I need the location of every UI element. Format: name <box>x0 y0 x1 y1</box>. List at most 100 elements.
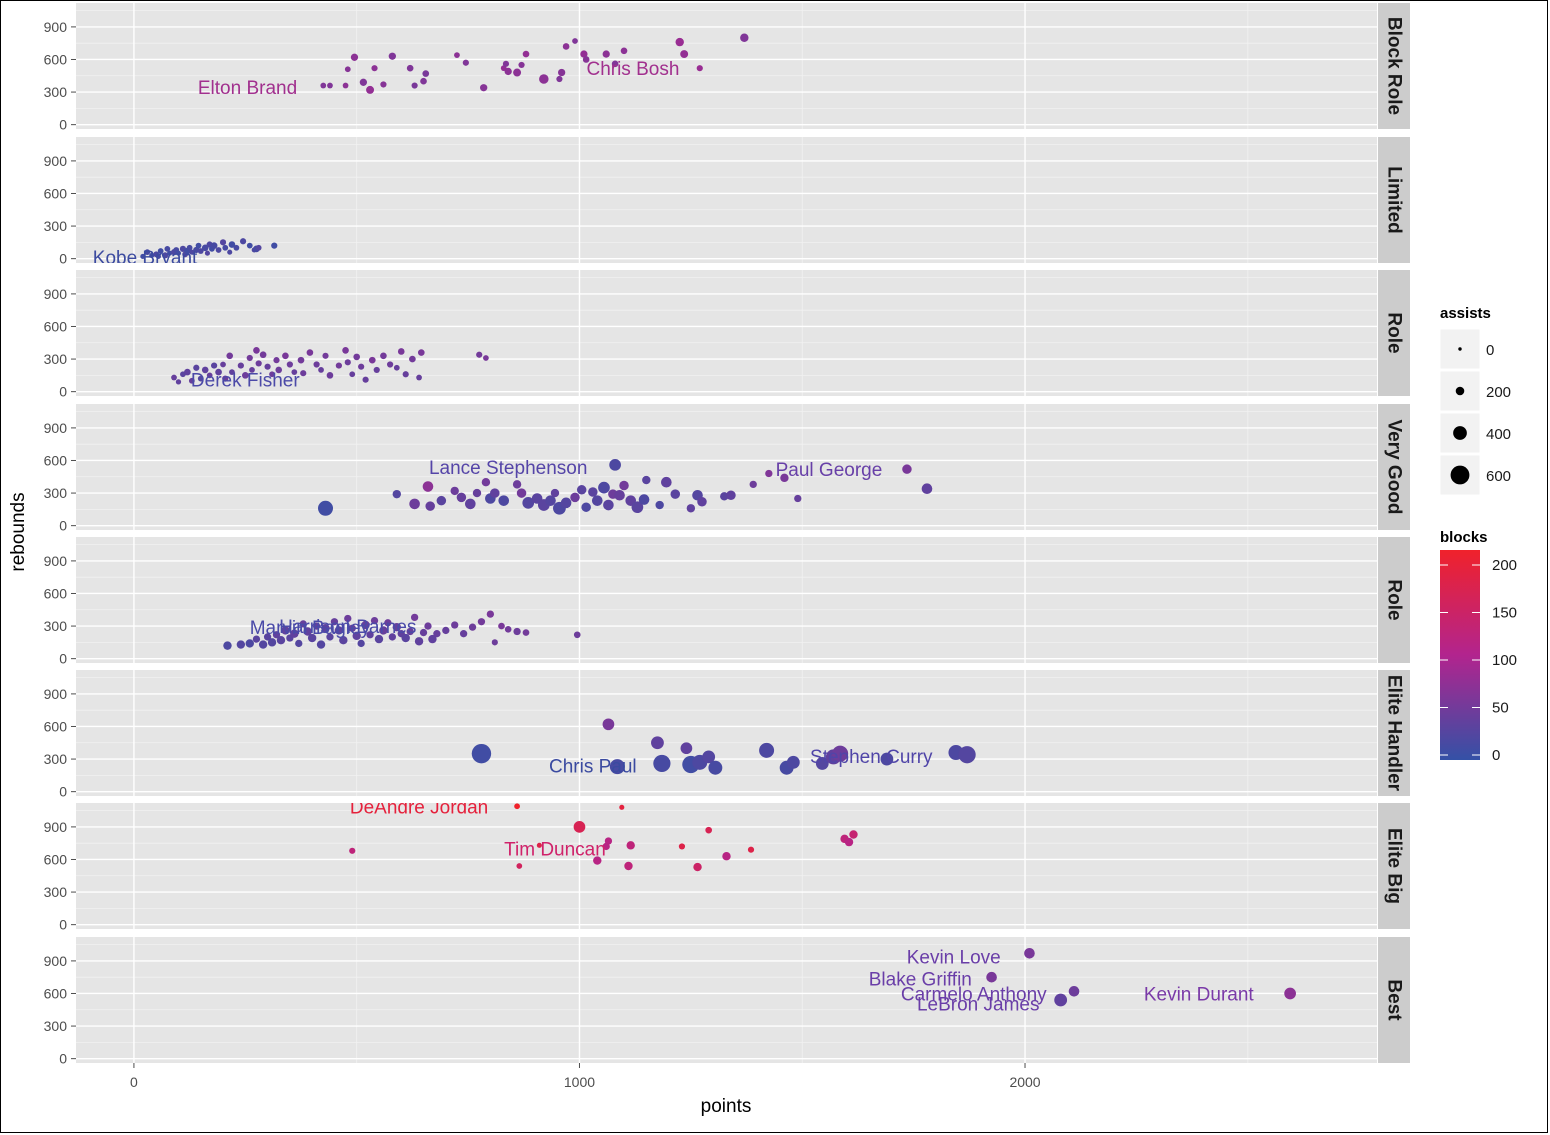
facet-strip-label: Best <box>1384 979 1405 1021</box>
data-point <box>425 501 435 511</box>
data-point <box>357 639 365 648</box>
data-point <box>144 249 151 256</box>
data-point <box>902 464 912 474</box>
y-tick-label: 300 <box>44 485 68 501</box>
y-tick-label: 600 <box>44 452 68 468</box>
y-tick-label: 600 <box>44 718 68 734</box>
data-point <box>1068 986 1080 997</box>
data-point <box>702 750 716 764</box>
y-tick-label: 0 <box>59 651 67 667</box>
data-point <box>226 352 234 360</box>
legend-size-label: 400 <box>1486 426 1511 443</box>
point-label: LeBron James <box>917 994 1040 1015</box>
point-label: Blake Griffin <box>869 969 972 990</box>
facet-strip <box>1378 137 1410 263</box>
facet-strip-label: Limited <box>1384 166 1405 234</box>
data-point <box>786 755 800 769</box>
point-label: Kevin Durant <box>1144 984 1255 1005</box>
legend-color-title: blocks <box>1440 529 1488 546</box>
data-point <box>342 347 349 354</box>
data-point <box>409 355 416 363</box>
data-point <box>576 485 587 495</box>
data-point <box>379 626 388 635</box>
data-point <box>516 863 523 869</box>
data-point <box>588 487 598 497</box>
data-point <box>263 633 272 641</box>
data-point <box>267 638 277 647</box>
data-point <box>1024 947 1035 959</box>
data-point <box>348 624 356 632</box>
data-point <box>986 971 997 983</box>
data-point <box>468 623 477 631</box>
y-tick-label: 300 <box>44 1018 68 1034</box>
data-point <box>598 481 610 494</box>
data-point <box>513 68 522 77</box>
y-tick-label: 300 <box>44 351 68 367</box>
y-tick-label: 600 <box>44 51 68 67</box>
data-point <box>149 252 155 258</box>
data-point <box>359 78 368 86</box>
data-point <box>436 495 447 506</box>
data-point <box>164 245 171 252</box>
data-point <box>339 635 348 645</box>
y-tick-label: 0 <box>59 1051 67 1067</box>
data-point <box>215 247 222 253</box>
data-point <box>175 250 182 256</box>
data-point <box>171 374 177 381</box>
data-point <box>844 837 854 847</box>
data-point <box>550 488 560 498</box>
data-point <box>638 494 650 505</box>
data-point <box>502 60 510 67</box>
data-point <box>241 372 249 379</box>
point-label: Chris Bosh <box>586 59 679 80</box>
y-tick-label: 0 <box>59 384 67 400</box>
data-point <box>619 804 625 810</box>
data-point <box>498 495 510 506</box>
data-point <box>680 50 689 59</box>
data-point <box>1054 993 1068 1007</box>
facet-strip <box>1378 404 1410 530</box>
data-point <box>229 369 235 375</box>
data-point <box>370 616 379 625</box>
data-point <box>326 633 334 641</box>
data-point <box>222 244 229 251</box>
data-point <box>312 622 321 630</box>
data-point <box>794 494 802 503</box>
data-point <box>573 821 586 833</box>
data-point <box>476 351 483 358</box>
data-point <box>480 84 488 92</box>
data-point <box>316 640 326 649</box>
data-point <box>215 368 222 376</box>
legend-color-label: 50 <box>1492 700 1509 717</box>
y-tick-label: 900 <box>44 686 68 702</box>
data-point <box>483 355 489 361</box>
data-point <box>471 743 492 764</box>
data-point <box>334 626 344 635</box>
facet-panel: 0 300 600 900 Elite Handler Chris Paul Stephen… <box>44 670 1410 800</box>
facet-data: DeAndre Jordan Tim Duncan <box>349 803 858 872</box>
data-point <box>602 50 610 58</box>
data-point <box>696 65 703 72</box>
point-label: Kevin Love <box>907 948 1001 969</box>
data-point <box>486 610 495 618</box>
data-point <box>624 861 633 871</box>
data-point <box>350 53 359 61</box>
panel-background <box>76 670 1377 796</box>
data-point <box>245 639 254 648</box>
data-point <box>680 742 693 755</box>
data-point <box>653 754 671 773</box>
data-point <box>958 746 976 764</box>
data-point <box>233 244 240 251</box>
y-tick-label: 900 <box>44 19 68 35</box>
data-point <box>522 629 530 636</box>
facet-strip-label: Elite Big <box>1384 828 1405 904</box>
data-point <box>353 353 361 361</box>
legend-color-label: 200 <box>1492 557 1517 574</box>
data-point <box>410 613 419 622</box>
data-point <box>330 618 339 626</box>
data-point <box>299 620 307 628</box>
data-point <box>722 852 731 861</box>
data-point <box>313 361 320 368</box>
